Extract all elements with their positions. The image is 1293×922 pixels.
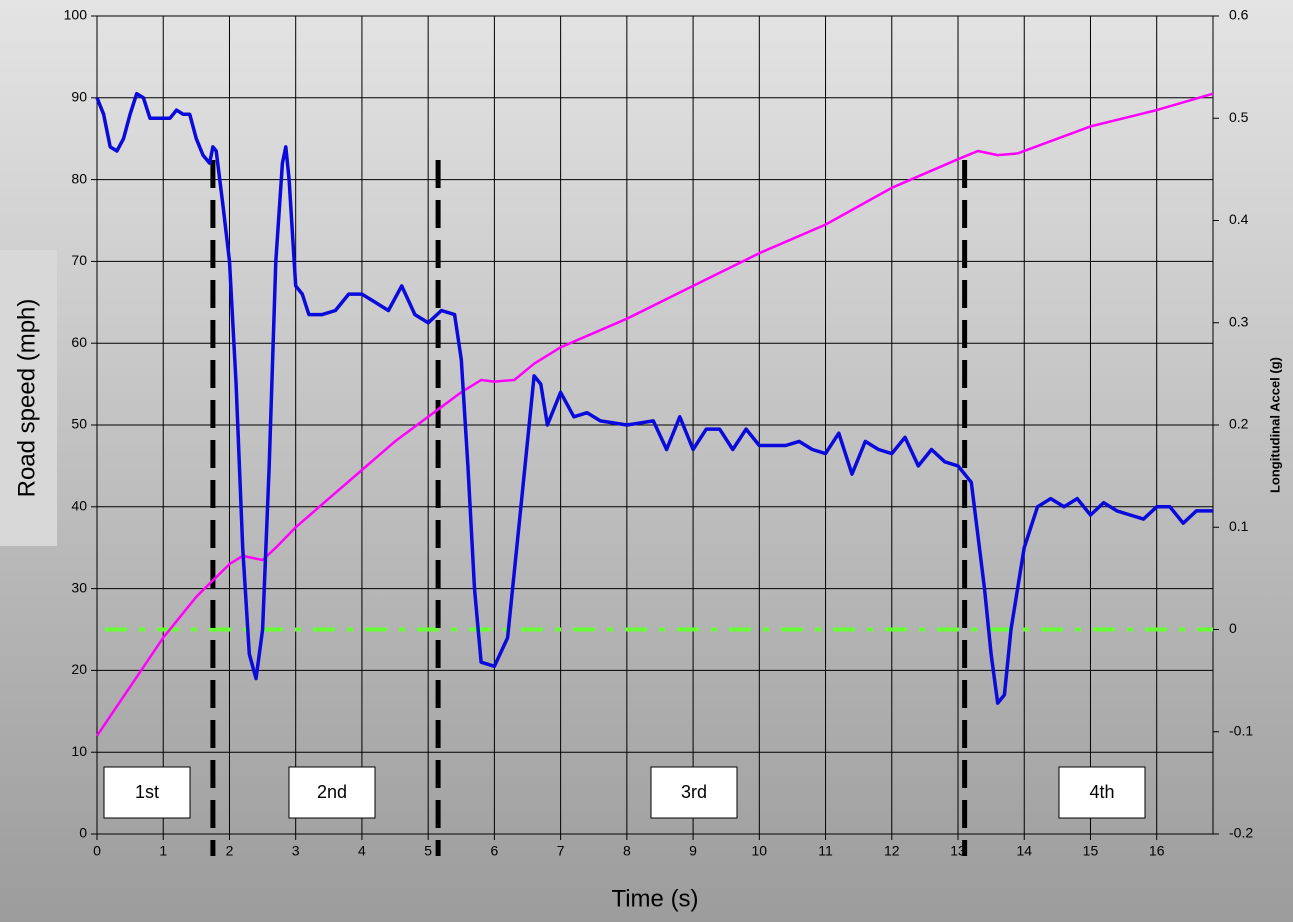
y2-axis-label: Longitudinal Accel (g)	[1267, 357, 1282, 493]
y2-tick-label: 0	[1229, 620, 1237, 636]
y2-tick-label: 0.5	[1229, 109, 1249, 125]
y-tick-label: 100	[64, 7, 88, 23]
x-tick-label: 12	[884, 843, 900, 859]
x-tick-label: 13	[950, 843, 966, 859]
y-axis-label: Road speed (mph)	[13, 299, 40, 498]
y-tick-label: 40	[71, 498, 87, 514]
y2-tick-label: 0.2	[1229, 416, 1249, 432]
y2-tick-label: 0.4	[1229, 211, 1249, 227]
x-tick-label: 5	[424, 843, 432, 859]
y2-tick-label: -0.1	[1229, 722, 1253, 738]
y-tick-label: 50	[71, 416, 87, 432]
series-line	[95, 91, 1213, 705]
gear-label: 1st	[135, 782, 159, 802]
y-tick-label: 30	[71, 579, 87, 595]
y2-tick-label: 0.3	[1229, 313, 1249, 329]
x-tick-label: 1	[159, 843, 167, 859]
gear-label: 3rd	[681, 782, 707, 802]
gear-box	[288, 766, 376, 819]
x-tick-label: 7	[557, 843, 565, 859]
y2-tick-label: 0.6	[1229, 7, 1249, 23]
x-tick-label: 14	[1016, 843, 1032, 859]
x-tick-label: 10	[752, 843, 768, 859]
y-tick-label: 80	[71, 170, 87, 186]
gear-box	[650, 766, 738, 819]
y-tick-label: 90	[71, 89, 87, 105]
y-tick-label: 60	[71, 334, 87, 350]
x-tick-label: 9	[689, 843, 697, 859]
x-tick-label: 4	[358, 843, 366, 859]
x-tick-label: 6	[490, 843, 498, 859]
x-tick-label: 15	[1083, 843, 1099, 859]
y-tick-label: 0	[79, 825, 87, 841]
y-tick-label: 20	[71, 661, 87, 677]
plot-frame	[96, 15, 1214, 835]
gear-box	[103, 766, 191, 819]
x-axis-label: Time (s)	[611, 885, 698, 912]
x-tick-label: 11	[818, 843, 833, 859]
x-tick-label: 16	[1149, 843, 1165, 859]
y-tick-label: 70	[71, 252, 87, 268]
x-tick-label: 3	[292, 843, 300, 859]
series-line	[95, 92, 1214, 737]
x-tick-label: 0	[93, 843, 101, 859]
y-tick-label: 10	[71, 743, 87, 759]
gear-label: 4th	[1089, 782, 1114, 802]
gear-label: 2nd	[317, 782, 347, 802]
x-tick-label: 2	[226, 843, 234, 859]
y2-tick-label: 0.1	[1229, 518, 1249, 534]
gear-box	[1058, 766, 1146, 819]
ylabel-box	[0, 250, 57, 546]
x-tick-label: 8	[623, 843, 631, 859]
y2-tick-label: -0.2	[1229, 825, 1253, 841]
